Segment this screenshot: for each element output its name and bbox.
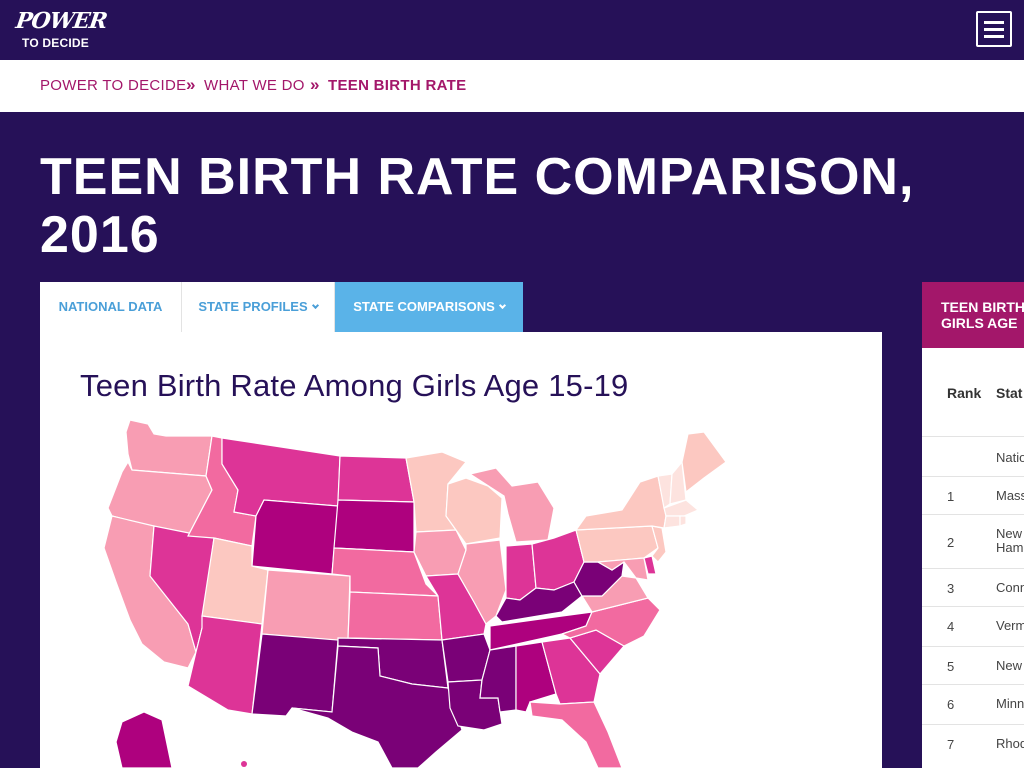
ranking-header-line1: TEEN BIRTH	[941, 299, 1024, 315]
logo-line-1: POWER	[14, 8, 109, 34]
state-new-mexico[interactable]	[251, 633, 339, 717]
breadcrumb-current: TEEN BIRTH RATE	[328, 77, 467, 94]
row-state: Mass	[996, 488, 1024, 503]
state-iowa[interactable]	[413, 529, 467, 577]
state-florida[interactable]	[529, 701, 623, 768]
breadcrumb-what-we-do[interactable]: WHAT WE DO	[204, 77, 305, 94]
state-michigan[interactable]	[468, 467, 555, 543]
chevron-down-icon	[311, 301, 319, 310]
state-north-dakota[interactable]	[337, 455, 415, 503]
state-texas[interactable]	[291, 645, 463, 768]
row-rank: 3	[947, 581, 955, 596]
top-nav-bar: POWER TO DECIDE	[0, 0, 1024, 60]
state-maine[interactable]	[681, 431, 727, 494]
state-delaware[interactable]	[643, 555, 657, 575]
state-north-carolina[interactable]	[560, 597, 661, 647]
state-connecticut[interactable]	[663, 515, 681, 529]
ranking-header-line2: GIRLS AGE	[941, 315, 1018, 331]
table-row[interactable]: 7 Rhod	[922, 724, 1024, 768]
state-illinois[interactable]	[457, 539, 507, 625]
state-kentucky[interactable]	[495, 581, 583, 623]
us-choropleth-map	[103, 419, 727, 768]
table-row[interactable]: 5 New	[922, 646, 1024, 684]
state-alaska[interactable]	[115, 711, 173, 768]
state-pennsylvania[interactable]	[575, 525, 659, 563]
map-heading: Teen Birth Rate Among Girls Age 15-19	[80, 368, 629, 403]
state-wisconsin[interactable]	[445, 477, 503, 545]
breadcrumb-separator: »	[310, 75, 320, 94]
page-title: TEEN BIRTH RATE COMPARISON, 2016	[40, 148, 915, 264]
breadcrumb-separator: »	[186, 75, 196, 94]
row-rank: 1	[947, 489, 955, 504]
table-row[interactable]: 6 Minn	[922, 684, 1024, 724]
tab-state-profiles[interactable]: STATE PROFILES	[182, 282, 335, 332]
row-state: Verm	[996, 618, 1024, 633]
row-rank: 6	[947, 697, 955, 712]
logo-line-2: TO DECIDE	[22, 36, 89, 50]
column-header-state[interactable]: Stat	[996, 385, 1023, 401]
table-row[interactable]: 2 New Ham	[922, 514, 1024, 568]
ranking-panel: TEEN BIRTH GIRLS AGE Rank Stat Natio 1 M…	[922, 282, 1024, 768]
row-state: Minn	[996, 696, 1024, 711]
map-panel: Teen Birth Rate Among Girls Age 15-19	[40, 332, 882, 768]
breadcrumb-power-to-decide[interactable]: POWER TO DECIDE	[40, 77, 187, 94]
chevron-down-icon	[498, 301, 506, 310]
power-to-decide-logo[interactable]: POWER TO DECIDE	[14, 8, 109, 54]
row-state: New	[996, 658, 1023, 673]
state-rhode-island[interactable]	[679, 515, 687, 527]
row-state: Conn	[996, 580, 1024, 595]
tab-label: NATIONAL DATA	[58, 299, 163, 314]
state-massachusetts[interactable]	[663, 499, 700, 517]
row-rank: 7	[947, 737, 955, 752]
table-row[interactable]: 3 Conn	[922, 568, 1024, 606]
state-kansas[interactable]	[347, 591, 443, 641]
state-colorado[interactable]	[261, 569, 351, 643]
state-wyoming[interactable]	[251, 499, 339, 575]
table-row[interactable]: Natio	[922, 436, 1024, 476]
tab-label: STATE PROFILES	[198, 299, 308, 314]
table-row[interactable]: 4 Verm	[922, 606, 1024, 646]
state-hawaii[interactable]	[241, 761, 247, 767]
row-state: Rhod	[996, 736, 1024, 751]
row-rank: 5	[947, 659, 955, 674]
state-new-york[interactable]	[574, 475, 667, 531]
state-arizona[interactable]	[187, 615, 263, 715]
column-header-rank[interactable]: Rank	[947, 385, 982, 401]
tab-state-comparisons[interactable]: STATE COMPARISONS	[335, 282, 523, 332]
row-state: Natio	[996, 450, 1024, 465]
state-washington[interactable]	[125, 419, 213, 477]
tab-national-data[interactable]: NATIONAL DATA	[40, 282, 182, 332]
row-rank: 4	[947, 619, 955, 634]
table-row[interactable]: 1 Mass	[922, 476, 1024, 514]
row-state: New Ham	[996, 526, 1024, 555]
state-south-dakota[interactable]	[333, 499, 415, 553]
tab-label: STATE COMPARISONS	[353, 299, 495, 314]
ranking-panel-header: TEEN BIRTH GIRLS AGE	[922, 282, 1024, 348]
row-rank: 2	[947, 535, 955, 550]
breadcrumb: POWER TO DECIDE » WHAT WE DO » TEEN BIRT…	[0, 60, 1024, 112]
hamburger-menu-icon[interactable]	[976, 11, 1012, 47]
